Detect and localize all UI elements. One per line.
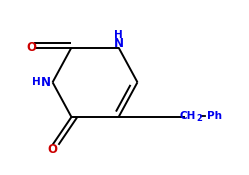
Text: 2: 2	[196, 114, 202, 123]
Text: Ph: Ph	[207, 111, 222, 121]
Text: N: N	[114, 37, 124, 50]
Text: H: H	[114, 30, 123, 40]
Text: H: H	[32, 77, 40, 87]
Text: N: N	[41, 76, 51, 89]
Text: O: O	[48, 143, 58, 156]
Text: O: O	[26, 41, 36, 54]
Text: CH: CH	[180, 111, 196, 121]
